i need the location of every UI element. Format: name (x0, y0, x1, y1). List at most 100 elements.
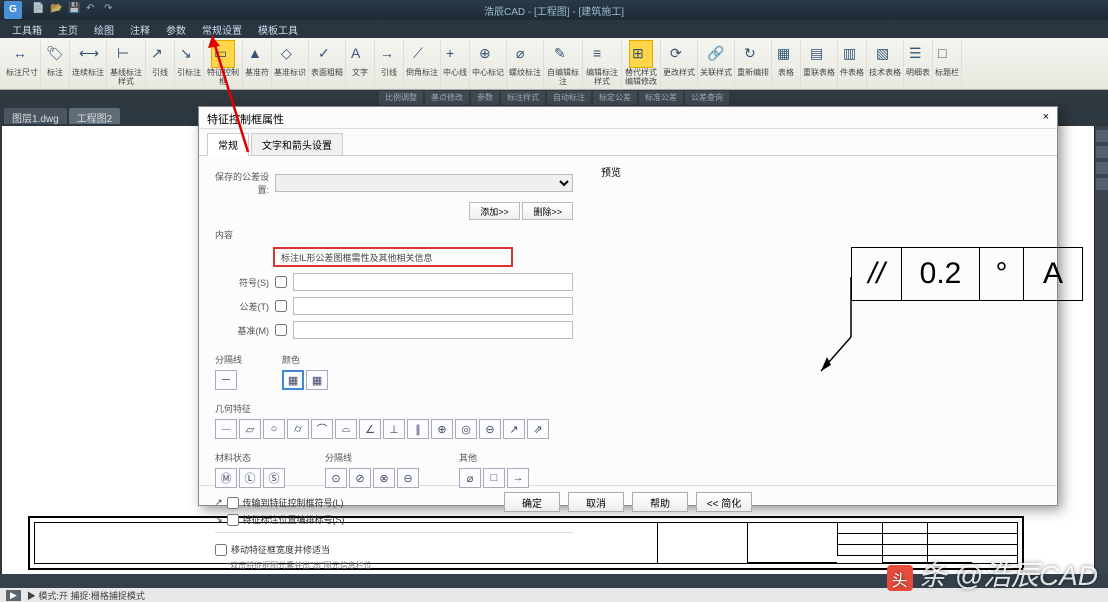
sym-lmc-icon[interactable]: Ⓛ (239, 468, 261, 488)
datum-checkbox[interactable] (275, 324, 287, 336)
side-tool-icon[interactable] (1096, 162, 1108, 174)
sym-parallel-icon[interactable]: ∥ (407, 419, 429, 439)
ribbon-dim-button[interactable]: ↔ (10, 40, 34, 68)
side-panel[interactable] (1094, 126, 1108, 574)
ribbon-over-button[interactable]: ⊞ (629, 40, 653, 68)
ribbon-txt-button[interactable]: A (348, 40, 372, 68)
subtool-item[interactable]: 自动标注 (547, 91, 591, 105)
sym-sep-b-icon[interactable]: ⊘ (349, 468, 371, 488)
ribbon-ttl-button[interactable]: □ (935, 40, 959, 68)
ribbon-lead2-button[interactable]: ↘ (177, 40, 201, 68)
symbol-input[interactable] (293, 273, 573, 291)
dialog-tabs[interactable]: 常规文字和箭头设置 (199, 129, 1057, 155)
sym-total-runout-icon[interactable]: ⇗ (527, 419, 549, 439)
dialog-tab[interactable]: 常规 (207, 133, 249, 156)
opt3-checkbox[interactable] (215, 544, 227, 556)
dialog-button[interactable]: 确定 (504, 492, 560, 512)
sym-perpendicular-icon[interactable]: ⊥ (383, 419, 405, 439)
ribbon-dat2-button[interactable]: ◇ (278, 40, 302, 68)
menu-item[interactable]: 注释 (122, 20, 158, 38)
sym-other-3-icon[interactable]: → (507, 468, 529, 488)
dialog-button[interactable]: 取消 (568, 492, 624, 512)
highlighted-input[interactable]: 标注IL形公差图框需性及其他相关信息 (273, 247, 513, 267)
document-tab[interactable]: 图层1.dwg (4, 108, 67, 124)
sym-profile-surf-icon[interactable]: ⌓ (335, 419, 357, 439)
color-swatch-2[interactable]: ▦ (306, 370, 328, 390)
sym-sep-a-icon[interactable]: ⊙ (325, 468, 347, 488)
ribbon-cl-button[interactable]: + (443, 40, 467, 68)
ribbon-edit-button[interactable]: ✎ (551, 40, 575, 68)
sym-runout-icon[interactable]: ↗ (503, 419, 525, 439)
ribbon-bom-button[interactable]: ☰ (906, 40, 930, 68)
ribbon[interactable]: ↔标注尺寸🏷标注⟷连续标注⊢基线标注样式↗引线↘引标注▭特征控制框▲基准符◇基准… (0, 38, 1108, 90)
ribbon-fcf-button[interactable]: ▭ (211, 40, 235, 68)
sym-sep-c-icon[interactable]: ⊗ (373, 468, 395, 488)
sym-other-2-icon[interactable]: □ (483, 468, 505, 488)
sym-mmc-icon[interactable]: Ⓜ (215, 468, 237, 488)
sym-symmetry-icon[interactable]: ⊖ (479, 419, 501, 439)
ribbon-cm-button[interactable]: ⊕ (476, 40, 500, 68)
ribbon-tbl-button[interactable]: ▦ (774, 40, 798, 68)
subtool-item[interactable]: 参数 (471, 91, 499, 105)
menu-item[interactable]: 参数 (158, 20, 194, 38)
import-button[interactable]: 添加>> (469, 202, 520, 220)
ribbon-base-button[interactable]: ⊢ (114, 40, 138, 68)
dialog-tab[interactable]: 文字和箭头设置 (251, 133, 343, 155)
ribbon-surf-button[interactable]: ✓ (315, 40, 339, 68)
sym-profile-line-icon[interactable]: ⌒ (311, 419, 333, 439)
subtool-item[interactable]: 基点修改 (425, 91, 469, 105)
sep-none-icon[interactable]: ─ (215, 370, 237, 390)
ribbon-tag-button[interactable]: 🏷 (43, 40, 67, 68)
sub-toolbar[interactable]: 比例调整基点修改参数标注样式自动标注标定公差标准公差公差查询 (0, 90, 1108, 106)
qat-new-icon[interactable]: 📄 (32, 3, 46, 17)
menu-item[interactable]: 绘图 (86, 20, 122, 38)
ribbon-chg-button[interactable]: ⟳ (667, 40, 691, 68)
ribbon-assoc-button[interactable]: 🔗 (704, 40, 728, 68)
sym-sep-d-icon[interactable]: ⊖ (397, 468, 419, 488)
side-tool-icon[interactable] (1096, 146, 1108, 158)
ribbon-tbl2-button[interactable]: ▤ (807, 40, 831, 68)
ribbon-chain-button[interactable]: ⟷ (76, 40, 100, 68)
datum-input[interactable] (293, 321, 573, 339)
menu-bar[interactable]: 工具箱主页绘图注释参数常规设置模板工具 (0, 20, 1108, 38)
sym-other-1-icon[interactable]: ⌀ (459, 468, 481, 488)
subtool-item[interactable]: 标注样式 (501, 91, 545, 105)
dialog-button[interactable]: 帮助 (632, 492, 688, 512)
subtool-item[interactable]: 比例调整 (379, 91, 423, 105)
side-tool-icon[interactable] (1096, 178, 1108, 190)
sym-cylindricity-icon[interactable]: ⌭ (287, 419, 309, 439)
ribbon-lead-button[interactable]: ↗ (148, 40, 172, 68)
menu-item[interactable]: 工具箱 (4, 20, 50, 38)
subtool-item[interactable]: 标定公差 (593, 91, 637, 105)
quick-access-toolbar[interactable]: 📄 📂 💾 ↶ ↷ (32, 3, 118, 17)
qat-redo-icon[interactable]: ↷ (104, 3, 118, 17)
sym-rfs-icon[interactable]: Ⓢ (263, 468, 285, 488)
subtool-item[interactable]: 标准公差 (639, 91, 683, 105)
sym-straightness-icon[interactable]: ⏤ (215, 419, 237, 439)
sym-position-icon[interactable]: ⊕ (431, 419, 453, 439)
sym-circularity-icon[interactable]: ○ (263, 419, 285, 439)
color-swatch-1[interactable]: ▦ (282, 370, 304, 390)
ribbon-cham-button[interactable]: ⟋ (410, 40, 434, 68)
ribbon-re-button[interactable]: ↻ (741, 40, 765, 68)
tolerance-input[interactable] (293, 297, 573, 315)
symbol-checkbox[interactable] (275, 276, 287, 288)
qat-open-icon[interactable]: 📂 (50, 3, 64, 17)
menu-item[interactable]: 常规设置 (194, 20, 250, 38)
document-tab[interactable]: 工程图2 (69, 108, 121, 124)
saved-settings-select[interactable] (275, 174, 573, 192)
subtool-item[interactable]: 公差查询 (685, 91, 729, 105)
close-icon[interactable]: × (1043, 111, 1049, 124)
ribbon-style-button[interactable]: ≡ (590, 40, 614, 68)
sym-concentric-icon[interactable]: ◎ (455, 419, 477, 439)
qat-save-icon[interactable]: 💾 (68, 3, 82, 17)
qat-undo-icon[interactable]: ↶ (86, 3, 100, 17)
opt2-checkbox[interactable] (227, 514, 239, 526)
menu-item[interactable]: 模板工具 (250, 20, 306, 38)
side-tool-icon[interactable] (1096, 130, 1108, 142)
delete-button[interactable]: 删除>> (522, 202, 573, 220)
ribbon-datum-button[interactable]: ▲ (245, 40, 269, 68)
dialog-button[interactable]: << 简化 (696, 492, 752, 512)
sym-angularity-icon[interactable]: ∠ (359, 419, 381, 439)
ribbon-tbl3-button[interactable]: ▥ (840, 40, 864, 68)
